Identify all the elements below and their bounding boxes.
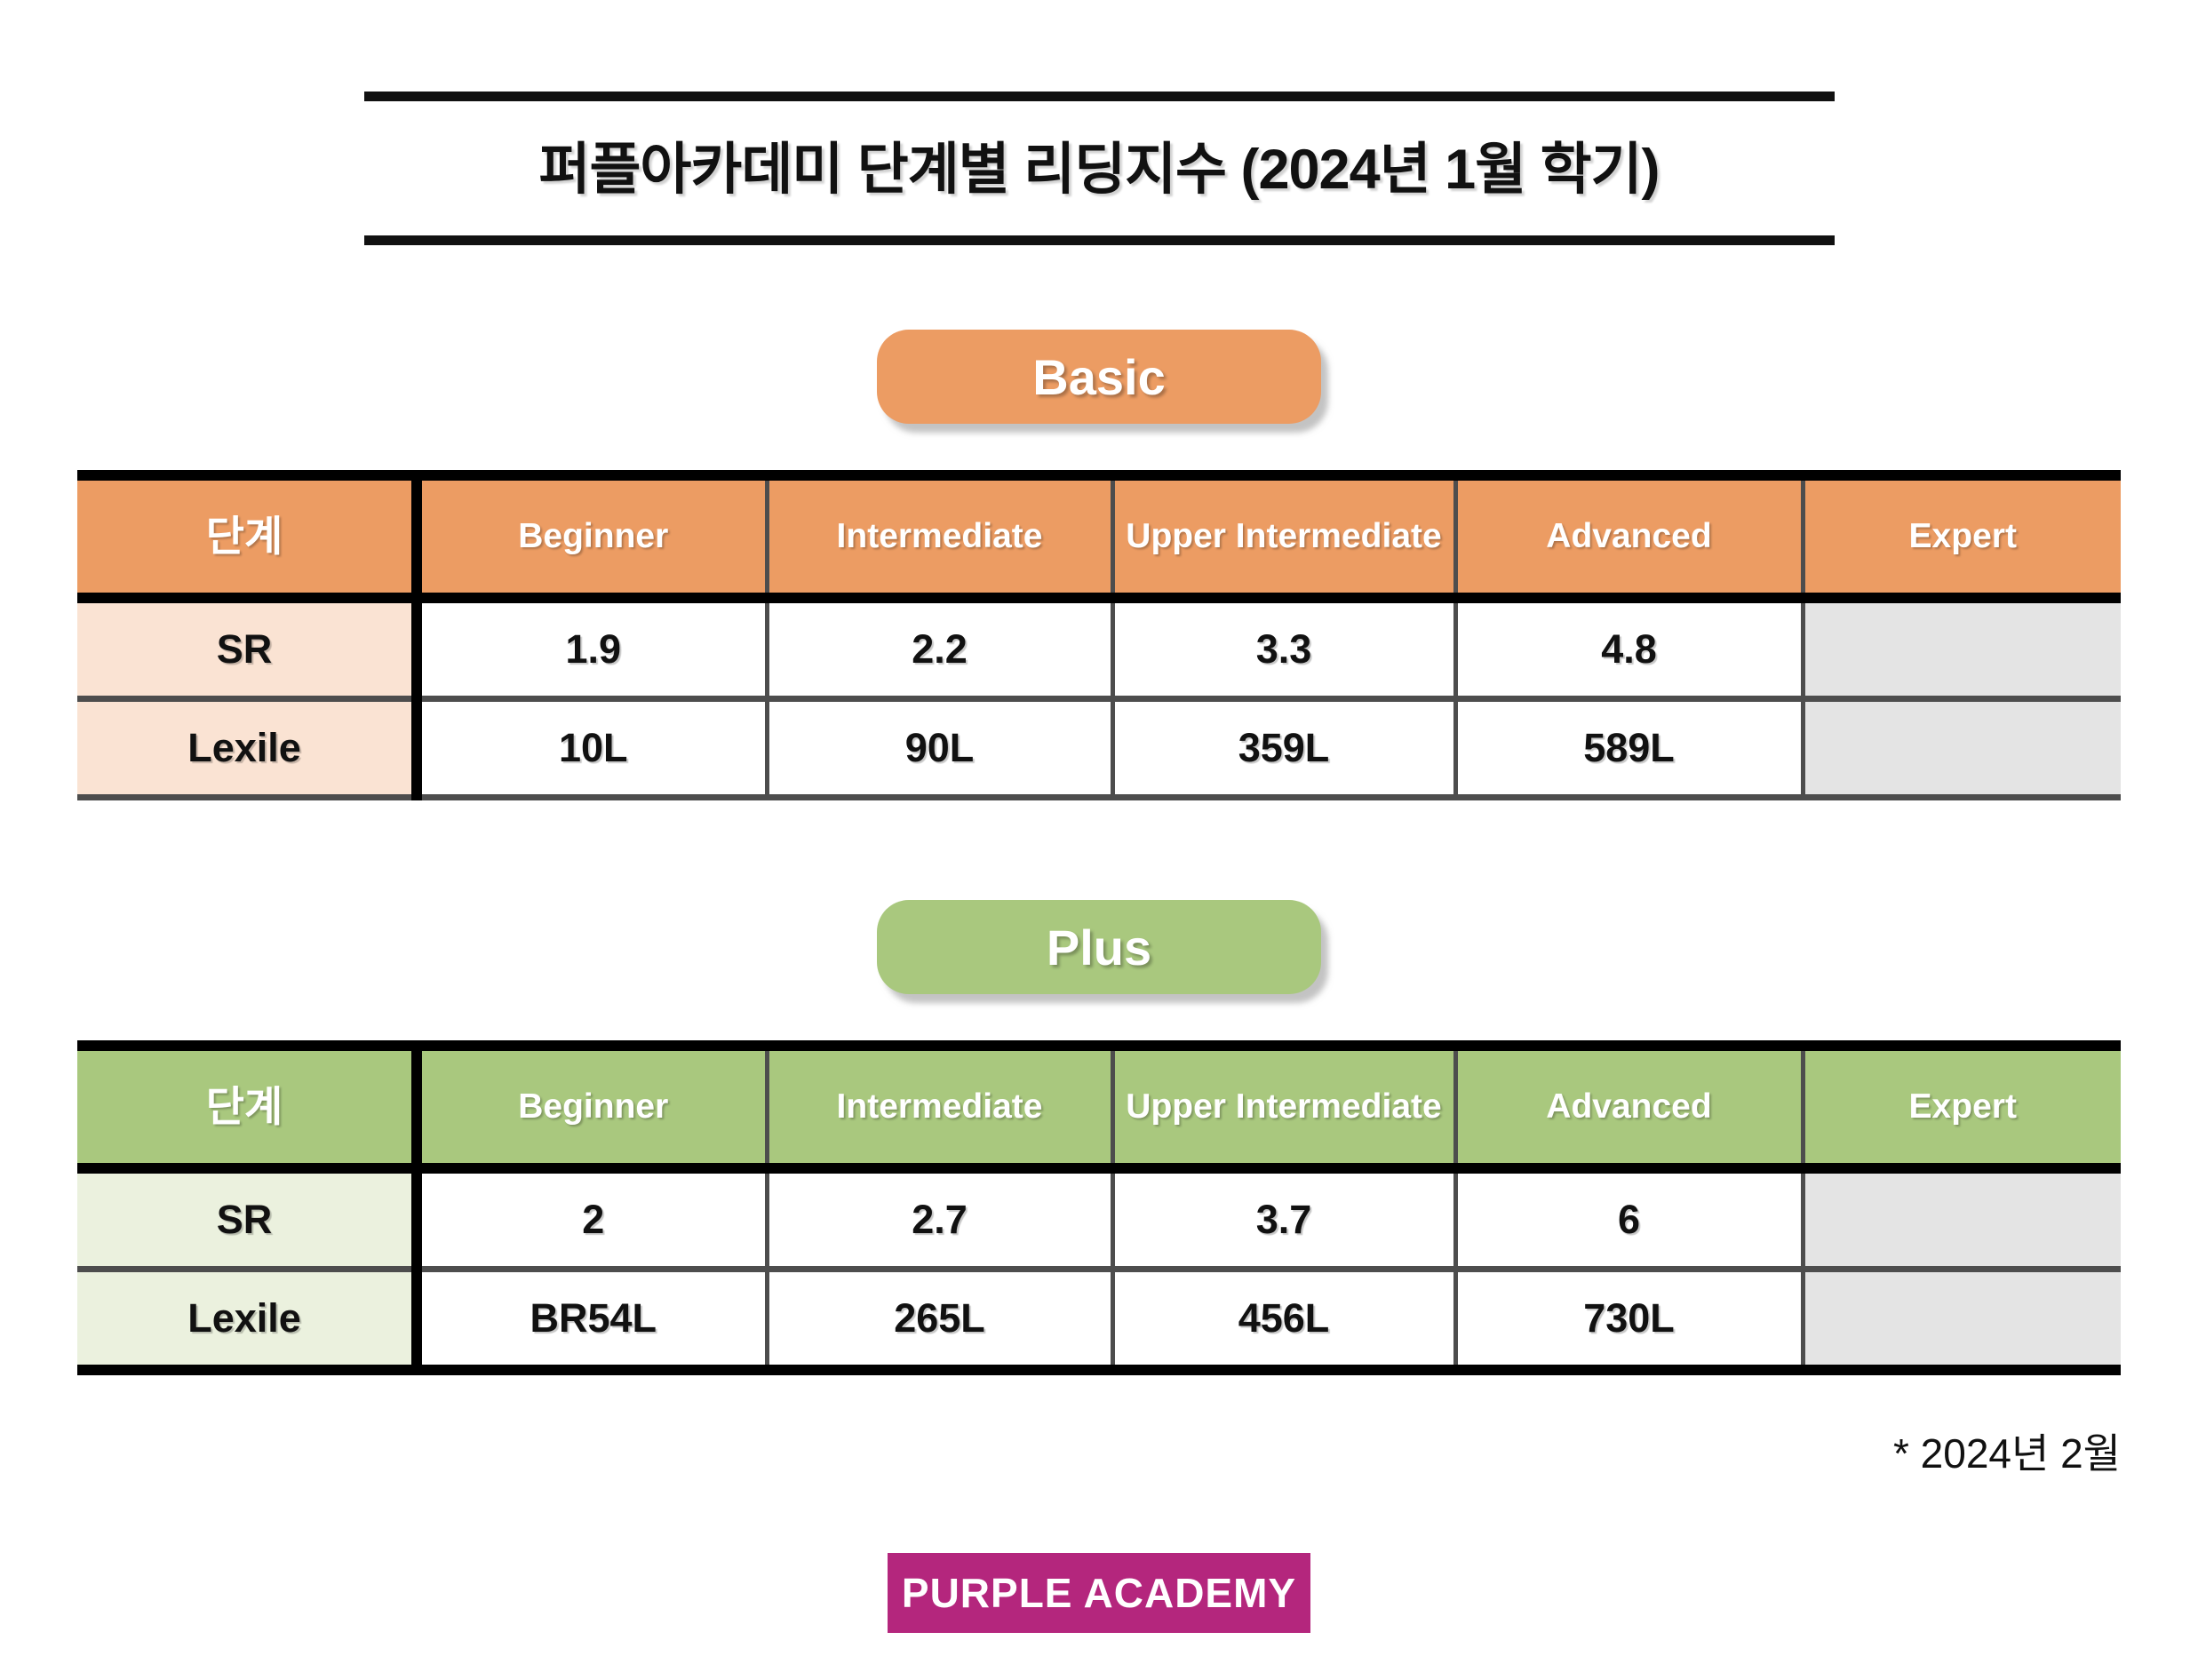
basic-sr-beginner-cell: 1.9 — [411, 598, 767, 702]
plus-lexile-beginner-cell: BR54L — [411, 1269, 767, 1375]
basic-lexile-row: Lexile 10L 90L 359L 589L — [77, 698, 2121, 800]
basic-badge: Basic — [877, 330, 1321, 424]
plus-column-header-upper-intermediate: Upper Intermediate — [1110, 1040, 1455, 1174]
basic-row-label-sr: SR — [77, 598, 417, 702]
plus-badge-label: Plus — [1046, 919, 1152, 975]
basic-row-label-lexile: Lexile — [77, 698, 417, 800]
basic-sr-upper-intermediate-cell: 3.3 — [1110, 598, 1455, 702]
plus-row-label-sr: SR — [77, 1168, 417, 1272]
plus-column-header-level: 단계 — [77, 1040, 417, 1174]
title-rule-top — [363, 92, 1835, 101]
title-block: 퍼플아카데미 단계별 리딩지수 (2024년 1월 학기) — [363, 92, 1835, 245]
basic-lexile-intermediate-cell: 90L — [764, 698, 1112, 800]
plus-badge: Plus — [877, 900, 1321, 994]
plus-table: 단계 Beginner Intermediate Upper Intermedi… — [77, 1040, 2121, 1375]
plus-lexile-intermediate-cell: 265L — [764, 1269, 1112, 1375]
basic-table: 단계 Beginner Intermediate Upper Intermedi… — [77, 470, 2121, 800]
footnote: * 2024년 2월 — [1892, 1430, 2121, 1477]
plus-column-header-intermediate: Intermediate — [764, 1040, 1112, 1174]
plus-row-label-lexile: Lexile — [77, 1269, 417, 1375]
basic-sr-intermediate-cell: 2.2 — [764, 598, 1112, 702]
plus-sr-beginner-cell: 2 — [411, 1168, 767, 1272]
basic-column-header-upper-intermediate: Upper Intermediate — [1110, 470, 1455, 603]
plus-sr-upper-intermediate-cell: 3.7 — [1110, 1168, 1455, 1272]
plus-lexile-expert-cell — [1800, 1269, 2121, 1375]
plus-sr-expert-cell — [1800, 1168, 2121, 1272]
basic-column-header-level: 단계 — [77, 470, 417, 603]
plus-lexile-row: Lexile BR54L 265L 456L 730L — [77, 1269, 2121, 1375]
title-rule-bottom — [363, 235, 1835, 245]
basic-lexile-upper-intermediate-cell: 359L — [1110, 698, 1455, 800]
plus-lexile-upper-intermediate-cell: 456L — [1110, 1269, 1455, 1375]
basic-lexile-beginner-cell: 10L — [411, 698, 767, 800]
basic-sr-row: SR 1.9 2.2 3.3 4.8 — [77, 598, 2121, 702]
basic-lexile-expert-cell — [1800, 698, 2121, 800]
basic-column-header-intermediate: Intermediate — [764, 470, 1112, 603]
purple-academy-logo: PURPLE ACADEMY — [888, 1553, 1310, 1633]
plus-sr-row: SR 2 2.7 3.7 6 — [77, 1168, 2121, 1272]
plus-lexile-advanced-cell: 730L — [1453, 1269, 1803, 1375]
basic-column-header-expert: Expert — [1800, 470, 2121, 603]
plus-column-header-advanced: Advanced — [1453, 1040, 1803, 1174]
basic-column-header-beginner: Beginner — [411, 470, 767, 603]
page-title: 퍼플아카데미 단계별 리딩지수 (2024년 1월 학기) — [538, 139, 1660, 201]
plus-column-header-beginner: Beginner — [411, 1040, 767, 1174]
basic-lexile-advanced-cell: 589L — [1453, 698, 1803, 800]
plus-header-row: 단계 Beginner Intermediate Upper Intermedi… — [77, 1040, 2121, 1174]
plus-column-header-expert: Expert — [1800, 1040, 2121, 1174]
basic-header-row: 단계 Beginner Intermediate Upper Intermedi… — [77, 470, 2121, 603]
plus-sr-intermediate-cell: 2.7 — [764, 1168, 1112, 1272]
basic-badge-label: Basic — [1032, 348, 1166, 405]
basic-sr-advanced-cell: 4.8 — [1453, 598, 1803, 702]
basic-column-header-advanced: Advanced — [1453, 470, 1803, 603]
basic-sr-expert-cell — [1800, 598, 2121, 702]
plus-sr-advanced-cell: 6 — [1453, 1168, 1803, 1272]
